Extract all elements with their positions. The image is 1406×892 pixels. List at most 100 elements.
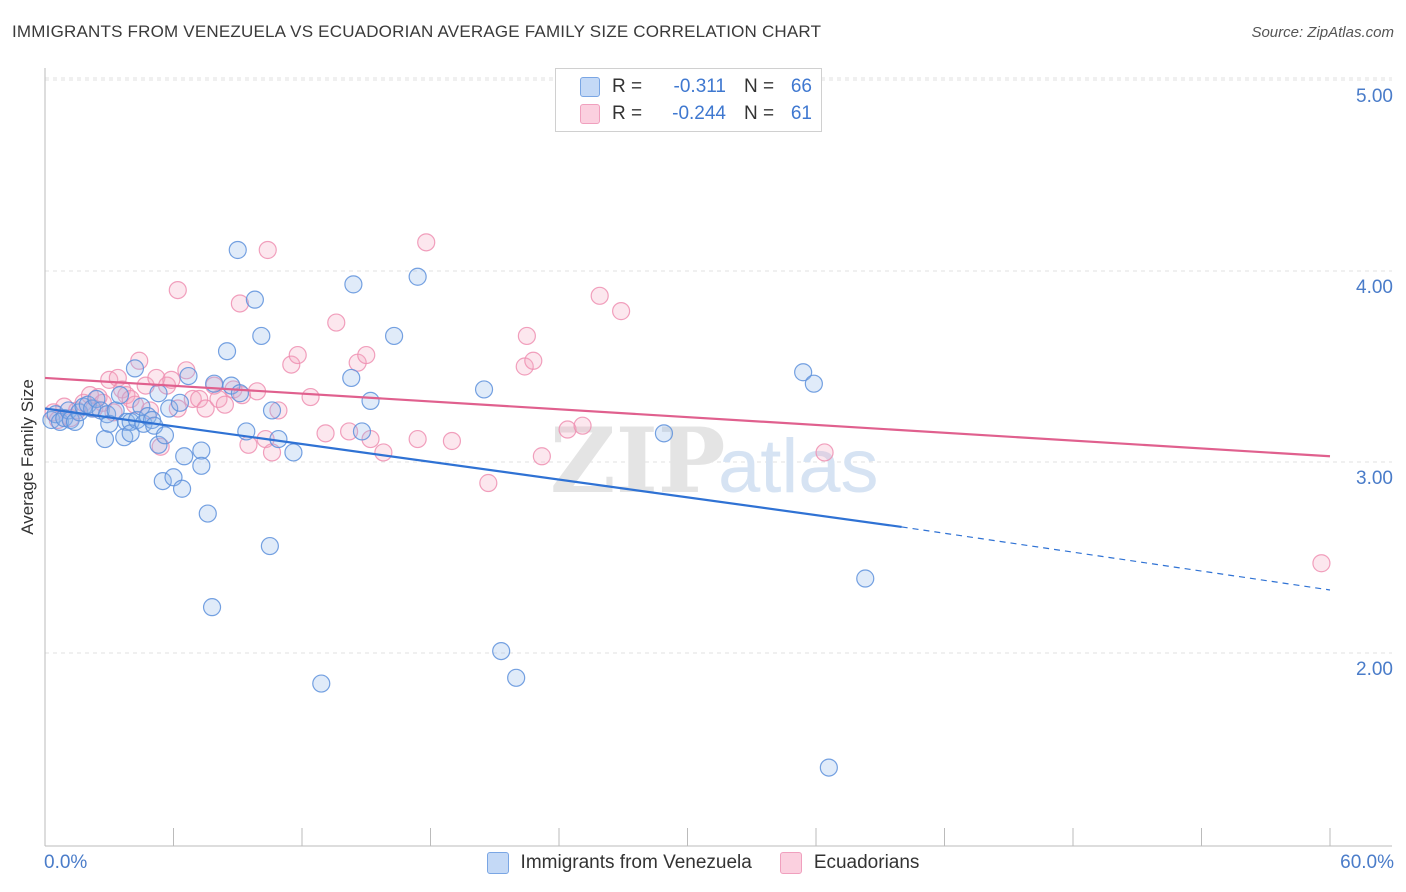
data-point (301, 387, 320, 407)
data-point (284, 443, 303, 462)
data-point (258, 240, 277, 260)
data-point (342, 368, 361, 388)
legend-n-label: N = (744, 103, 775, 124)
legend-label-venezuela: Immigrants from Venezuela (520, 852, 752, 873)
data-point (228, 240, 247, 260)
data-point (87, 389, 106, 409)
trend-lines (44, 376, 1331, 591)
data-point (361, 391, 380, 410)
data-point (192, 441, 211, 460)
ecuadorians-points (44, 233, 1331, 573)
gridlines (45, 77, 1392, 654)
data-point (417, 233, 436, 252)
data-point (170, 393, 190, 412)
data-point (252, 326, 271, 346)
data-point (288, 345, 307, 365)
data-point (215, 395, 234, 414)
data-point (198, 504, 217, 523)
data-point (819, 758, 838, 777)
data-point (442, 431, 462, 451)
data-point (162, 370, 181, 389)
legend-label-ecuadorians: Ecuadorians (813, 852, 920, 873)
legend-r-value: -0.244 (672, 103, 726, 124)
data-point (269, 401, 288, 420)
watermark-zip: ZIP (550, 408, 725, 514)
legend-row-ecuadorians: R = -0.244 N = 61 (580, 102, 812, 126)
legend-n-label: N = (744, 76, 775, 97)
data-point (357, 345, 376, 365)
data-point (558, 420, 577, 439)
data-point (149, 435, 168, 454)
data-point (217, 342, 237, 361)
data-point (804, 374, 823, 393)
data-point (524, 351, 543, 370)
data-point (179, 366, 198, 386)
legend-swatch-blue (486, 852, 509, 874)
legend-item-ecuadorians: Ecuadorians (779, 852, 920, 874)
axes (44, 68, 1392, 847)
legend-n-value: 66 (790, 76, 812, 97)
data-point (384, 326, 404, 346)
y-tick-label-2: 2.00 (1356, 659, 1393, 680)
data-point (344, 275, 363, 294)
legend-n-value: 61 (790, 103, 812, 124)
y-tick-label-3: 3.00 (1356, 468, 1393, 489)
data-point (230, 384, 249, 403)
data-point (95, 429, 115, 449)
series-legend: Immigrants from Venezuela Ecuadorians (0, 852, 1406, 874)
legend-swatch-pink (779, 852, 802, 874)
data-point (374, 443, 393, 462)
legend-row-venezuela: R = -0.311 N = 66 (580, 75, 812, 99)
data-point (153, 472, 172, 491)
data-point (507, 668, 526, 687)
data-point (155, 426, 175, 445)
data-point (479, 473, 498, 493)
data-point (352, 422, 372, 441)
data-point (110, 386, 130, 405)
data-point (196, 399, 215, 418)
data-point (532, 447, 551, 466)
data-point (654, 424, 674, 443)
legend-r-label: R = (612, 103, 643, 124)
data-point (245, 290, 264, 309)
data-point (160, 399, 179, 418)
watermark-atlas: atlas (718, 424, 879, 509)
data-point (327, 313, 346, 332)
data-point (282, 355, 301, 374)
data-point (517, 326, 536, 346)
data-point (856, 569, 875, 588)
legend-swatch-pink (580, 104, 600, 124)
venezuela-points (42, 240, 875, 777)
data-point (172, 479, 192, 498)
stats-legend: R = -0.311 N = 66 R = -0.244 N = 61 (555, 68, 822, 132)
data-point (192, 456, 211, 475)
legend-r-label: R = (612, 76, 643, 97)
data-point (794, 363, 813, 382)
data-point (408, 429, 427, 449)
legend-item-venezuela: Immigrants from Venezuela (486, 852, 752, 874)
trend-line-venezuela-extension (901, 526, 1331, 591)
trend-line-venezuela (44, 407, 902, 529)
data-point (492, 641, 511, 661)
y-tick-label-4: 4.00 (1356, 277, 1393, 298)
data-point (149, 384, 168, 403)
legend-swatch-blue (580, 77, 600, 97)
data-point (260, 536, 279, 556)
data-point (340, 422, 359, 441)
y-tick-label-5: 5.00 (1356, 86, 1393, 107)
data-point (612, 302, 631, 321)
data-point (573, 416, 592, 435)
data-point (590, 286, 609, 305)
source-label: Source: ZipAtlas.com (1251, 24, 1394, 41)
x-tick-label-max: 60.0% (1340, 852, 1394, 873)
chart-title: IMMIGRANTS FROM VENEZUELA VS ECUADORIAN … (12, 22, 822, 41)
data-point (316, 424, 335, 443)
data-point (230, 294, 249, 313)
data-point (474, 380, 494, 399)
x-tick-label-min: 0.0% (44, 852, 88, 873)
data-point (190, 389, 209, 409)
trend-line-ecuadorians (44, 376, 1331, 458)
data-point (262, 401, 282, 420)
